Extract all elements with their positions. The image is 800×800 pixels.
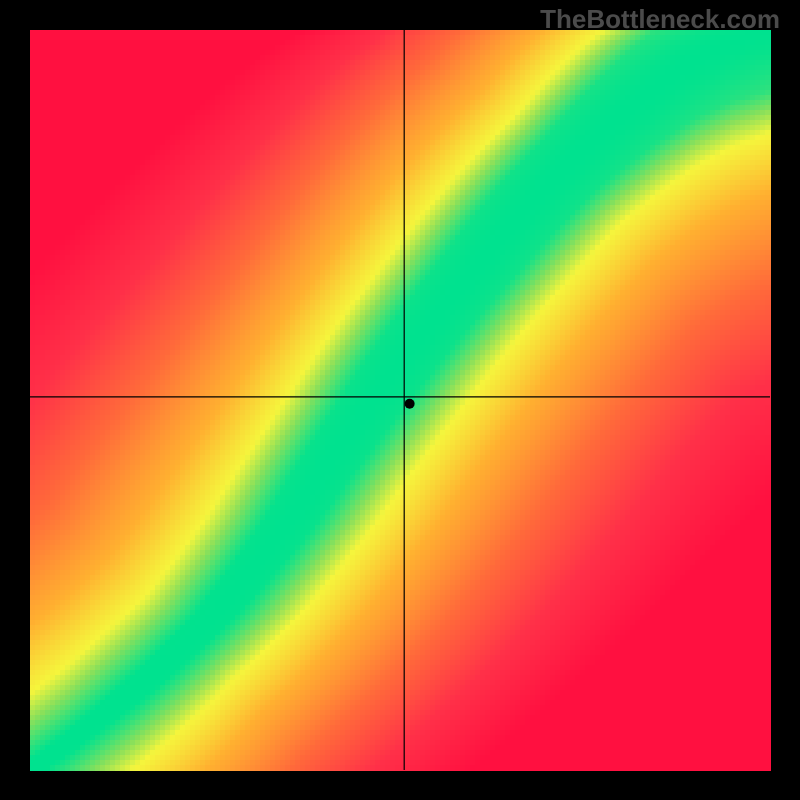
watermark-text: TheBottleneck.com xyxy=(540,4,780,35)
bottleneck-heatmap xyxy=(0,0,800,800)
